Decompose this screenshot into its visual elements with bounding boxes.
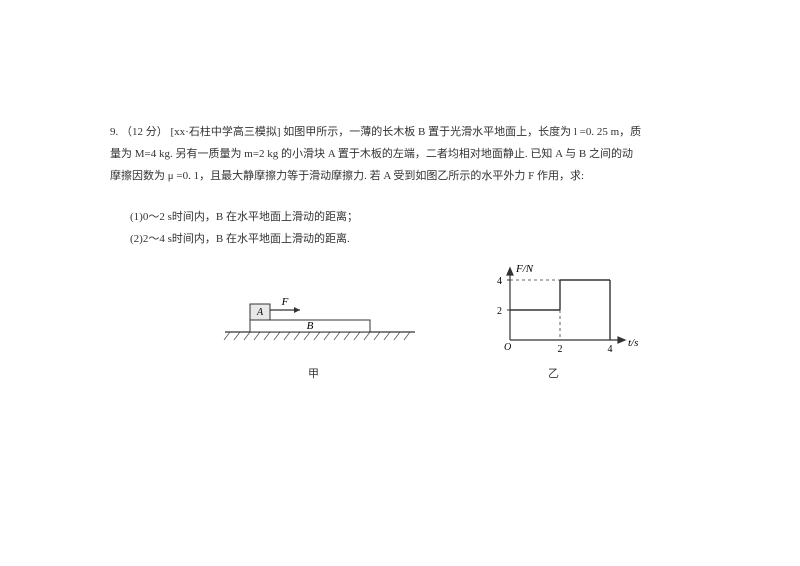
y-axis-label: F/N <box>515 263 534 275</box>
question-source: [xx·石柱中学高三模拟] <box>171 126 281 138</box>
figure-right-svg: 2 4 2 4 O F/N t/s <box>480 260 650 360</box>
figure-area: B A F 2 4 2 <box>220 270 670 390</box>
question-points: （12 分） <box>121 126 168 138</box>
question-line1-rest: 如图甲所示，一薄的长木板 B 置于光滑水平地面上，长度为 l =0. 25 m，… <box>283 126 641 138</box>
ytick-label-4: 4 <box>497 276 502 287</box>
origin-label: O <box>504 342 511 353</box>
ytick-label-2: 2 <box>497 306 502 317</box>
figure-left-svg: B A F <box>220 270 420 360</box>
ground-hatch <box>224 332 410 340</box>
axes <box>507 268 625 343</box>
x-axis-label: t/s <box>628 337 638 349</box>
question-line-1: 9. （12 分） [xx·石柱中学高三模拟] 如图甲所示，一薄的长木板 B 置… <box>110 120 690 144</box>
question-sub-2: (2)2～4 s时间内，B 在水平地面上滑动的距离. <box>130 227 690 251</box>
label-B: B <box>307 320 314 332</box>
figure-right-caption: 乙 <box>548 365 559 381</box>
question-sub-1: (1)0～2 s时间内，B 在水平地面上滑动的距离； <box>130 205 690 229</box>
xtick-label-4: 4 <box>608 344 613 355</box>
figure-left-caption: 甲 <box>308 365 319 381</box>
label-A: A <box>256 307 264 318</box>
xtick-label-2: 2 <box>558 344 563 355</box>
question-number: 9. <box>110 126 118 138</box>
label-F: F <box>281 296 289 308</box>
question-line-2: 量为 M=4 kg. 另有一质量为 m=2 kg 的小滑块 A 置于木板的左端，… <box>110 142 690 166</box>
question-line-3: 摩擦因数为 μ =0. 1，且最大静摩擦力等于滑动摩擦力. 若 A 受到如图乙所… <box>110 164 690 188</box>
page-root: 9. （12 分） [xx·石柱中学高三模拟] 如图甲所示，一薄的长木板 B 置… <box>0 0 800 566</box>
force-arrow-head <box>294 307 300 313</box>
